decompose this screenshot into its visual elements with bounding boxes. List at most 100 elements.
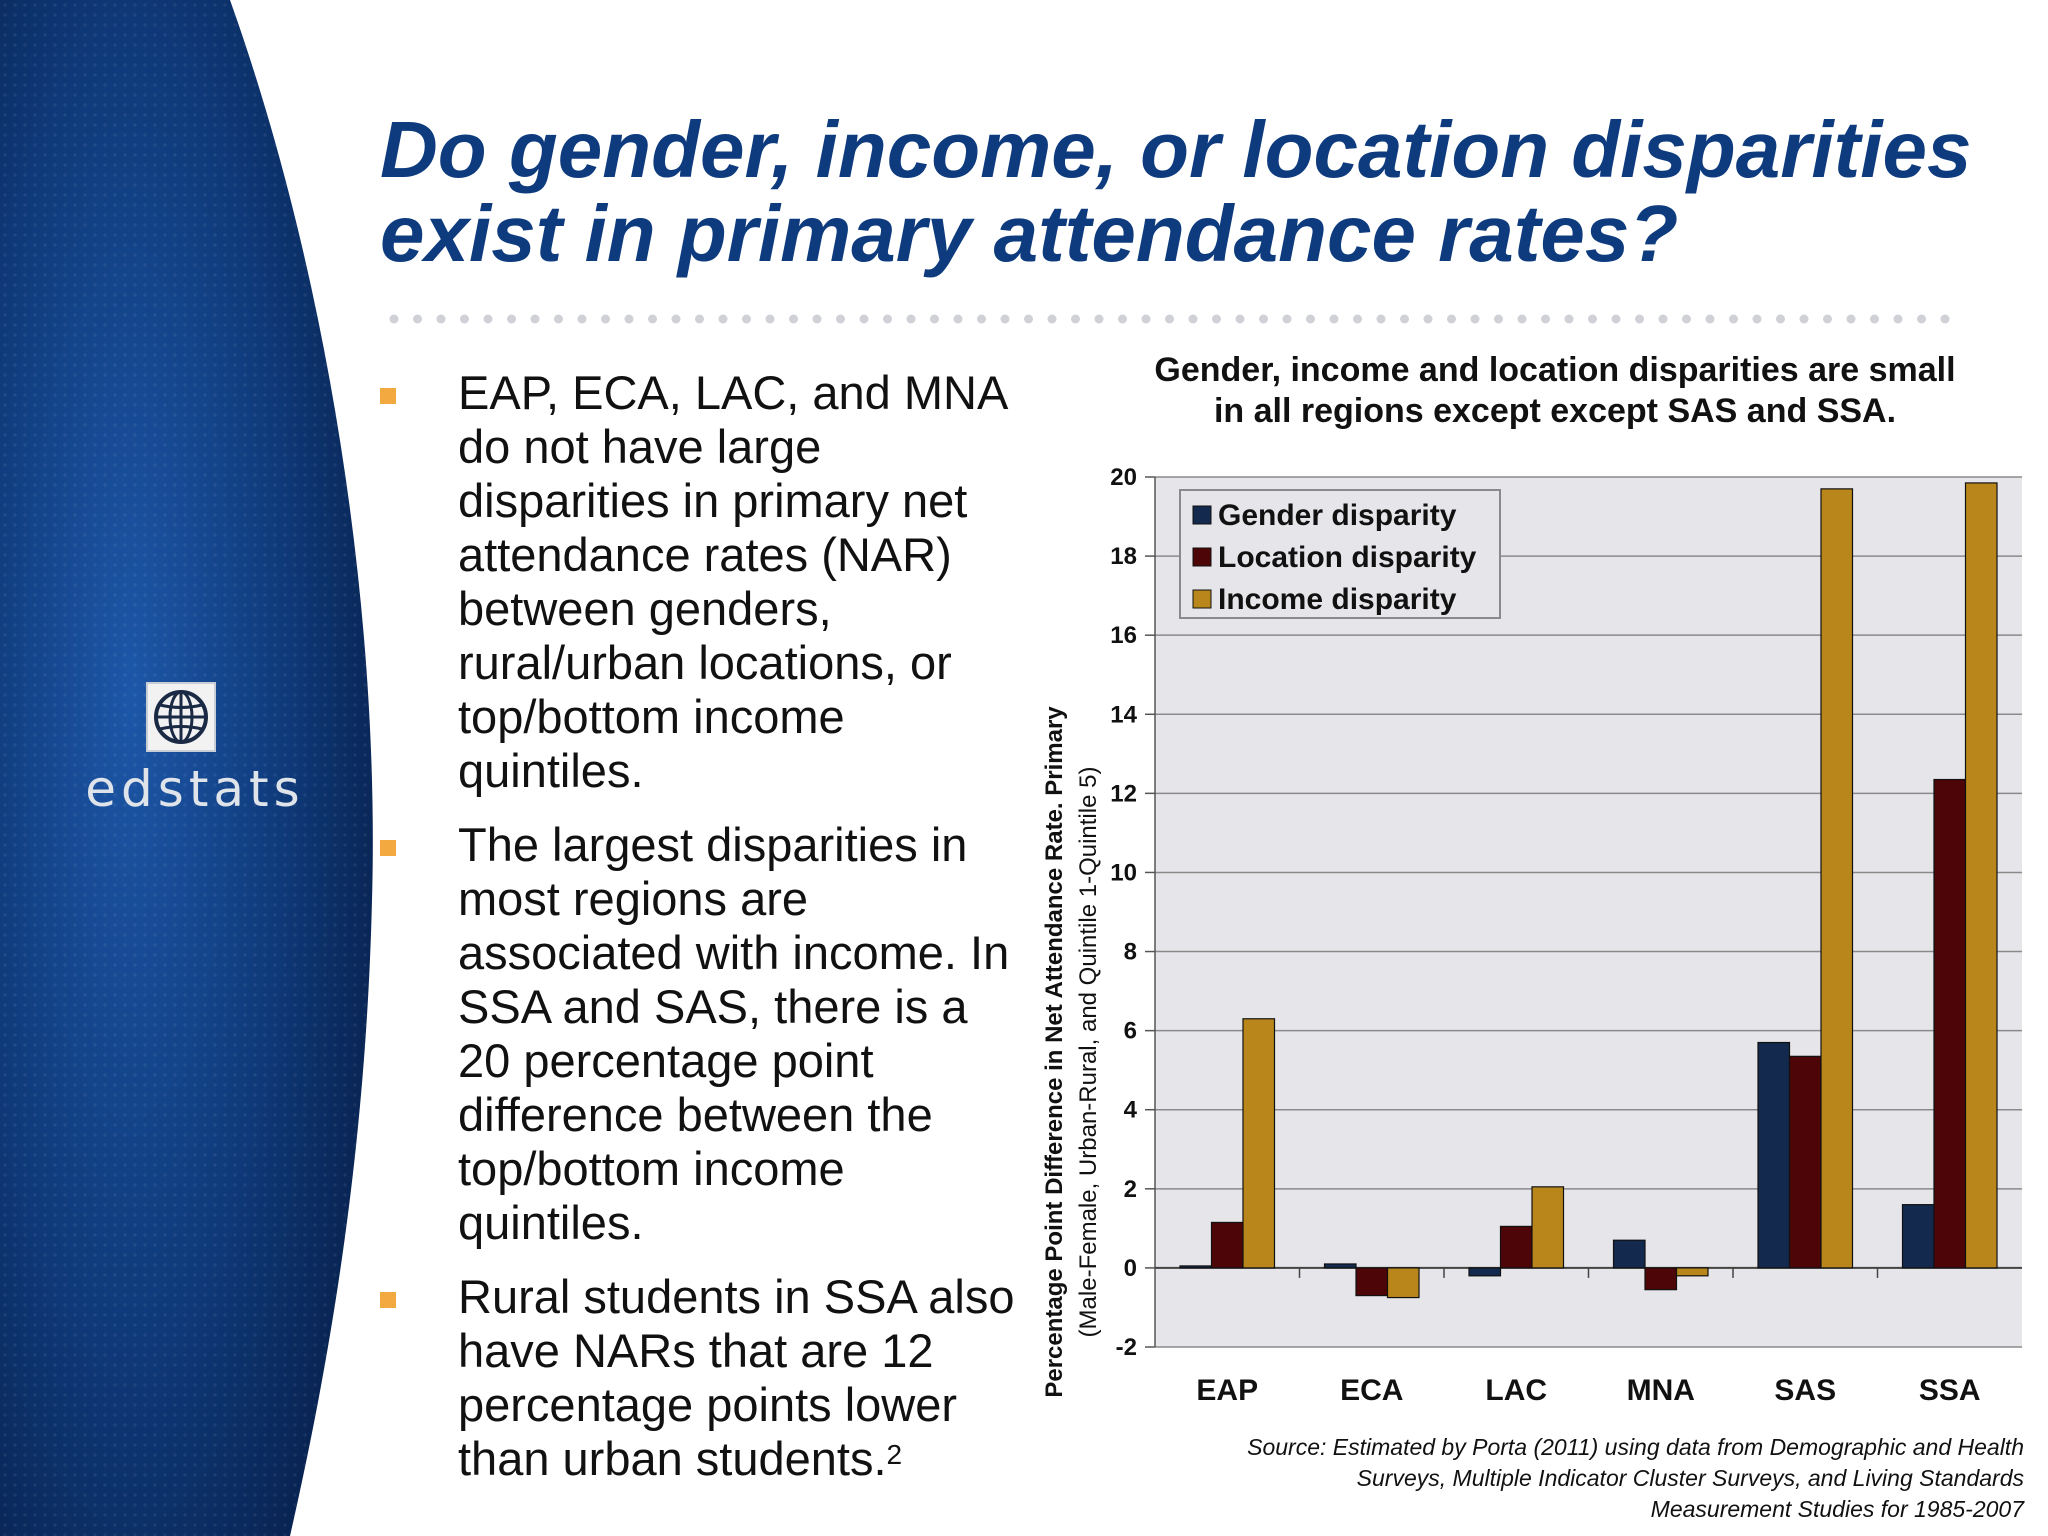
divider-dot — [1635, 314, 1644, 324]
bullet-list: EAP, ECA, LAC, and MNA do not have large… — [380, 366, 1020, 1506]
divider-dot — [1940, 314, 1950, 324]
divider-dot — [601, 314, 610, 324]
divider-dot — [554, 314, 563, 324]
source-line-2: Surveys, Multiple Indicator Cluster Surv… — [1356, 1465, 2024, 1491]
divider-dot — [413, 314, 422, 324]
divider-dot — [1259, 314, 1268, 324]
y-tick-label: 18 — [1110, 543, 1137, 570]
globe-icon — [146, 682, 216, 752]
y-tick-label: 0 — [1124, 1255, 1137, 1282]
logo-text: edstats — [85, 760, 305, 818]
divider-dot — [1047, 314, 1057, 324]
disparity-bar-chart: -2 0 2 4 6 8 10 12 14 16 18 20 EAP ECA LAC MNA SAS SSA Gen… — [1041, 464, 2022, 1407]
divider-dot — [624, 314, 634, 324]
divider-dot — [1658, 314, 1668, 324]
chart-title-line-1: Gender, income and location disparities … — [1154, 351, 1956, 389]
legend-swatch — [1192, 505, 1212, 525]
divider-dot — [671, 314, 681, 324]
bar-income-disparity — [1675, 1267, 1709, 1277]
divider-dot — [742, 314, 751, 324]
divider-dot — [436, 314, 446, 324]
bar-income-disparity — [1386, 1267, 1420, 1299]
bar-location-disparity — [1644, 1267, 1678, 1291]
divider-dot — [1400, 314, 1409, 324]
divider-dot — [906, 314, 916, 324]
divider-dot — [1353, 314, 1362, 324]
divider-dot — [695, 314, 704, 324]
bar-gender-disparity — [1179, 1265, 1213, 1269]
bullet-text: EAP, ECA, LAC, and MNA do not have large… — [458, 366, 1006, 797]
source-line-3: Measurement Studies for 1985-2007 — [1650, 1496, 2024, 1522]
legend-label: Location disparity — [1218, 541, 1477, 574]
legend-label: Income disparity — [1218, 583, 1457, 616]
divider-dot — [1447, 314, 1456, 324]
divider-dot — [1588, 314, 1597, 324]
y-axis-label-line-2: (Male-Female, Urban-Rural, and Quintile … — [1075, 767, 1102, 1338]
x-tick-label: MNA — [1627, 1374, 1695, 1407]
divider-dot — [1000, 314, 1010, 324]
divider-dot — [1541, 314, 1550, 324]
divider-dot — [718, 314, 728, 324]
legend-box — [1179, 489, 1501, 619]
bar-gender-disparity — [1323, 1263, 1357, 1269]
divider-dot — [648, 314, 657, 324]
x-tick-label: SSA — [1919, 1374, 1981, 1407]
source-note: Source: Estimated by Porta (2011) using … — [1024, 1432, 2024, 1525]
divider-dot — [1917, 314, 1926, 324]
divider-dot — [530, 314, 540, 324]
divider-dot — [1517, 314, 1527, 324]
divider-dot — [1423, 314, 1433, 324]
divider-dot — [1094, 314, 1104, 324]
divider-dot — [977, 314, 986, 324]
divider-dot — [460, 314, 469, 324]
source-line-1: Source: Estimated by Porta (2011) using … — [1247, 1434, 2024, 1460]
bar-gender-disparity — [1901, 1204, 1935, 1269]
y-tick-label: 6 — [1124, 1018, 1137, 1045]
slide-title: Do gender, income, or location dispariti… — [380, 108, 2020, 276]
bullet-square-icon — [380, 388, 396, 404]
divider-dot — [836, 314, 845, 324]
bullet-text: The largest disparities in most regions … — [458, 818, 1010, 1249]
divider-dot — [1846, 314, 1856, 324]
divider-dot — [1188, 314, 1198, 324]
plot-area — [1155, 477, 2022, 1347]
bar-gender-disparity — [1757, 1041, 1791, 1269]
divider-dot — [1470, 314, 1480, 324]
footnote-marker: 2 — [886, 1439, 903, 1470]
divider-dot — [1705, 314, 1715, 324]
dotted-divider — [389, 314, 1950, 324]
divider-dot — [1611, 314, 1621, 324]
bar-location-disparity — [1499, 1225, 1533, 1269]
divider-dot — [1376, 314, 1386, 324]
divider-dot — [1752, 314, 1762, 324]
x-tick-label: EAP — [1196, 1374, 1258, 1407]
bar-location-disparity — [1788, 1055, 1822, 1269]
edstats-logo: edstats — [60, 682, 330, 822]
divider-dot — [883, 314, 892, 324]
title-line-1: Do gender, income, or location dispariti… — [380, 105, 1972, 194]
divider-dot — [1329, 314, 1339, 324]
divider-dot — [1893, 314, 1903, 324]
divider-dot — [1682, 314, 1691, 324]
bullet-item: EAP, ECA, LAC, and MNA do not have large… — [380, 366, 1020, 798]
x-tick-label: ECA — [1340, 1374, 1403, 1407]
bullet-square-icon — [380, 1292, 396, 1308]
divider-dot — [1306, 314, 1315, 324]
divider-dot — [1118, 314, 1127, 324]
divider-dot — [1212, 314, 1221, 324]
bullet-item: Rural students in SSA also have NARs tha… — [380, 1270, 1020, 1486]
divider-dot — [577, 314, 587, 324]
chart-title-line-2: in all regions except except SAS and SSA… — [1213, 392, 1897, 430]
divider-dot — [1799, 314, 1809, 324]
x-tick-label: SAS — [1774, 1374, 1836, 1407]
legend-swatch — [1192, 547, 1212, 567]
y-axis-label-line-1: Percentage Point Difference in Net Atten… — [1041, 706, 1068, 1398]
divider-dot — [507, 314, 516, 324]
title-line-2: exist in primary attendance rates? — [380, 189, 1679, 278]
bar-income-disparity — [1964, 482, 1998, 1269]
divider-dot — [930, 314, 939, 324]
legend-label: Gender disparity — [1218, 499, 1457, 532]
left-blue-panel — [0, 0, 373, 1536]
legend-swatch — [1192, 589, 1212, 609]
divider-dot — [1235, 314, 1245, 324]
